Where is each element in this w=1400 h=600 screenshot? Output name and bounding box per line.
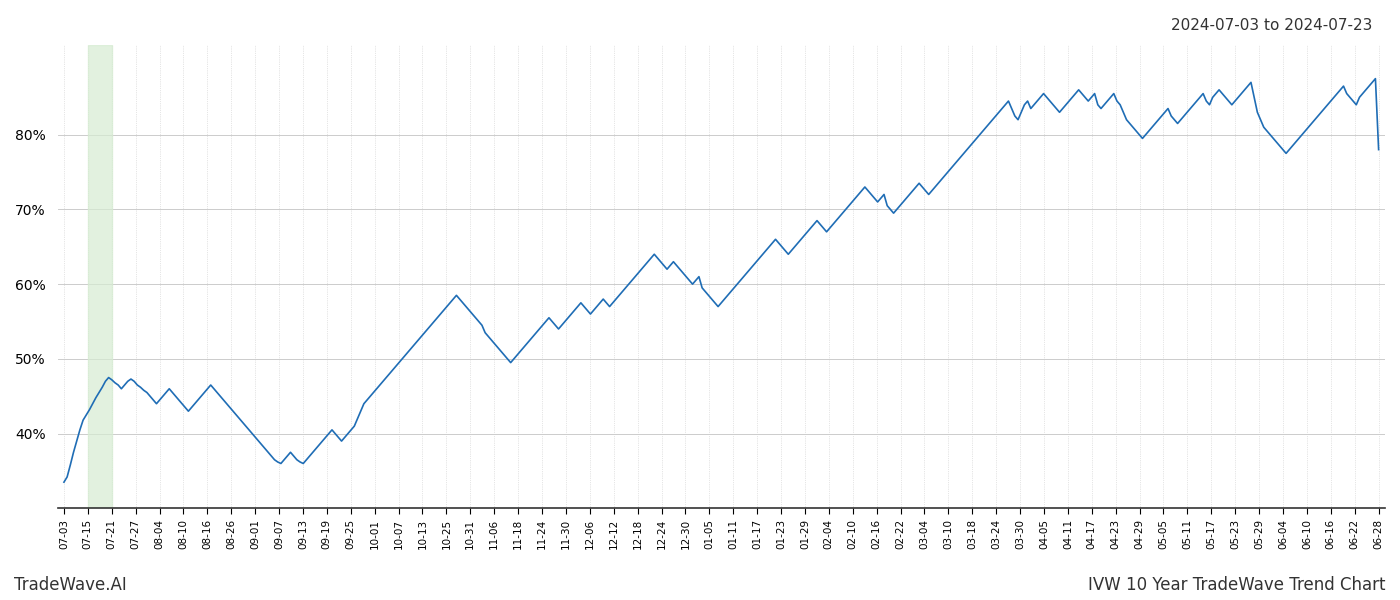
Text: TradeWave.AI: TradeWave.AI bbox=[14, 576, 127, 594]
Bar bbox=[88, 45, 112, 508]
Text: IVW 10 Year TradeWave Trend Chart: IVW 10 Year TradeWave Trend Chart bbox=[1089, 576, 1386, 594]
Text: 2024-07-03 to 2024-07-23: 2024-07-03 to 2024-07-23 bbox=[1170, 18, 1372, 33]
